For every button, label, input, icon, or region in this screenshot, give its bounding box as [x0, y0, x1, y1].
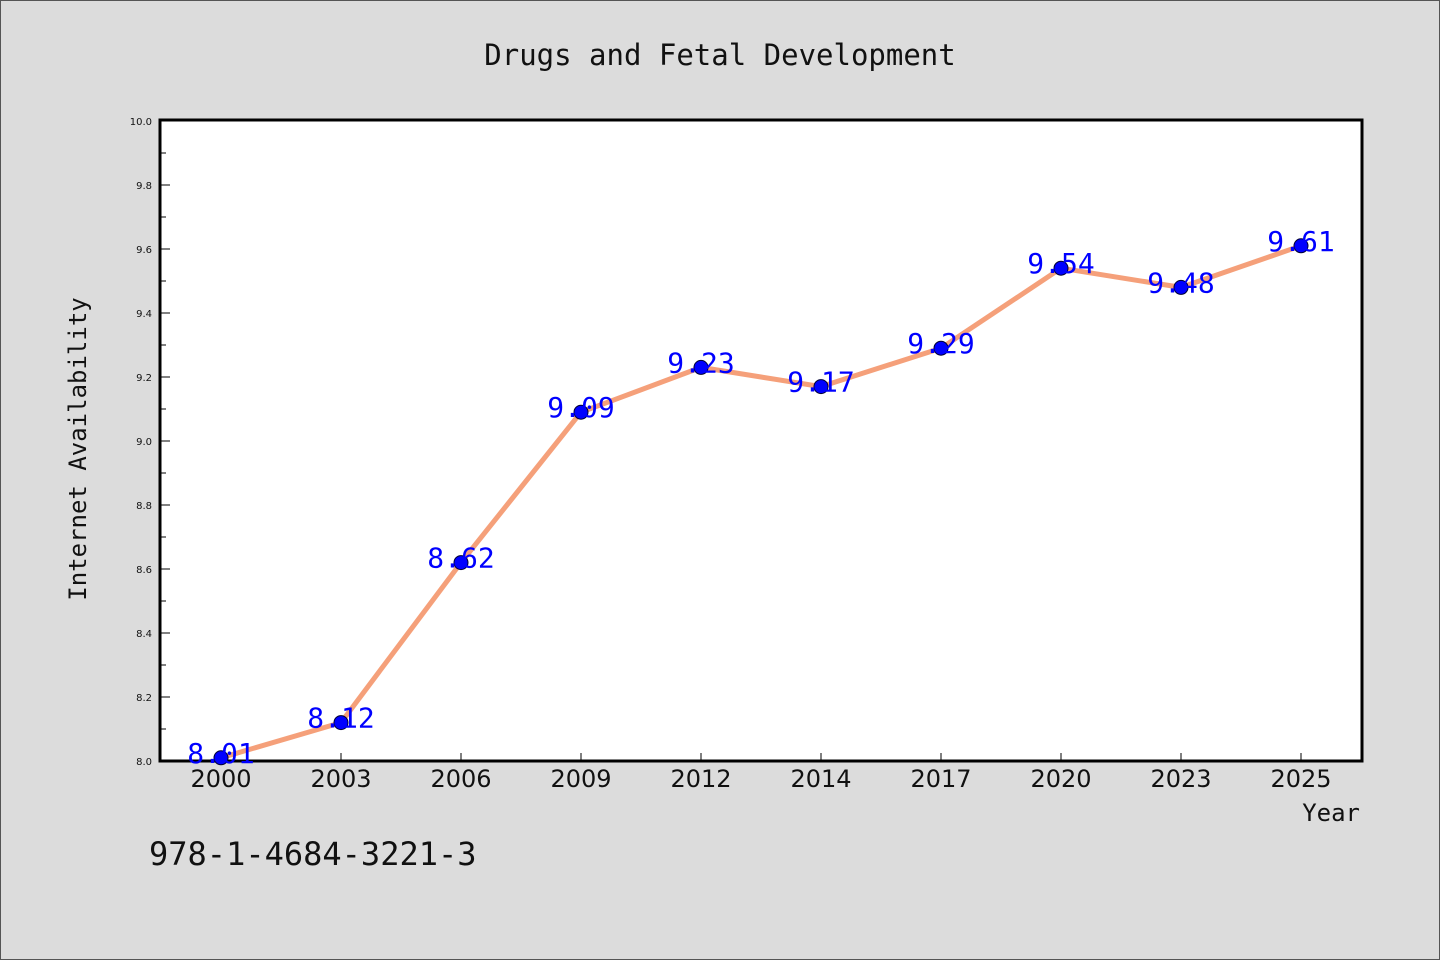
x-tick-label: 2000 — [190, 765, 251, 793]
y-tick-label: 9.2 — [136, 373, 152, 384]
data-point — [573, 404, 589, 420]
y-tick-label: 9.4 — [136, 309, 152, 320]
data-point — [1293, 238, 1309, 254]
data-label: 9.17 — [787, 366, 854, 399]
data-point — [213, 750, 229, 766]
x-tick-label: 2006 — [430, 765, 491, 793]
data-labels: 8.01 8.12 8.62 9.09 9.23 9.17 9.29 9.54 9.48 9.61 — [187, 225, 1334, 770]
chart-title: Drugs and Fetal Development — [484, 38, 955, 72]
x-axis: 2000 2003 2006 2009 2012 2014 2017 2020 2023 2025 — [190, 753, 1332, 793]
data-point — [1053, 260, 1069, 276]
series-line — [220, 243, 1302, 761]
x-tick-label: 2020 — [1030, 765, 1091, 793]
y-tick-label: 9.8 — [136, 181, 152, 192]
x-tick-label: 2017 — [910, 765, 971, 793]
x-tick-label: 2025 — [1270, 765, 1331, 793]
data-point — [813, 379, 829, 395]
data-point — [333, 715, 349, 731]
x-tick-label: 2003 — [310, 765, 371, 793]
y-tick-label: 8.2 — [136, 693, 152, 704]
data-label: 9.54 — [1027, 247, 1094, 280]
plot-area — [158, 118, 1364, 763]
x-tick-label: 2009 — [550, 765, 611, 793]
data-label: 9.48 — [1147, 266, 1214, 299]
y-tick-label: 9.0 — [136, 437, 152, 448]
x-tick-label: 2023 — [1150, 765, 1211, 793]
data-label: 9.09 — [547, 391, 614, 424]
data-label: 9.23 — [667, 346, 734, 379]
data-label: 8.01 — [187, 737, 254, 770]
data-label: 8.12 — [307, 702, 374, 735]
data-point — [1173, 279, 1189, 295]
x-tick-label: 2012 — [670, 765, 731, 793]
x-axis-label: Year — [1302, 799, 1360, 827]
y-tick-label: 8.6 — [136, 565, 152, 576]
y-tick-label: 8.8 — [136, 501, 152, 512]
y-tick-label: 10.0 — [130, 117, 152, 128]
data-label: 8.62 — [427, 542, 494, 575]
y-axis-label: Internet Availability — [64, 297, 92, 600]
data-point — [933, 340, 949, 356]
isbn-annotation: 978-1-4684-3221-3 — [149, 835, 477, 873]
data-point — [693, 359, 709, 375]
series-markers — [213, 238, 1309, 766]
data-label: 9.61 — [1267, 225, 1334, 258]
y-axis: 8.0 8.2 8.4 8.6 8.8 9.0 9.2 9.4 9.6 9.8 10.0 — [130, 117, 170, 768]
y-tick-label: 9.6 — [136, 245, 152, 256]
data-label: 9.29 — [907, 327, 974, 360]
y-tick-label: 8.0 — [136, 757, 152, 768]
y-tick-label: 8.4 — [136, 629, 152, 640]
data-point — [453, 555, 469, 571]
x-tick-label: 2014 — [790, 765, 851, 793]
